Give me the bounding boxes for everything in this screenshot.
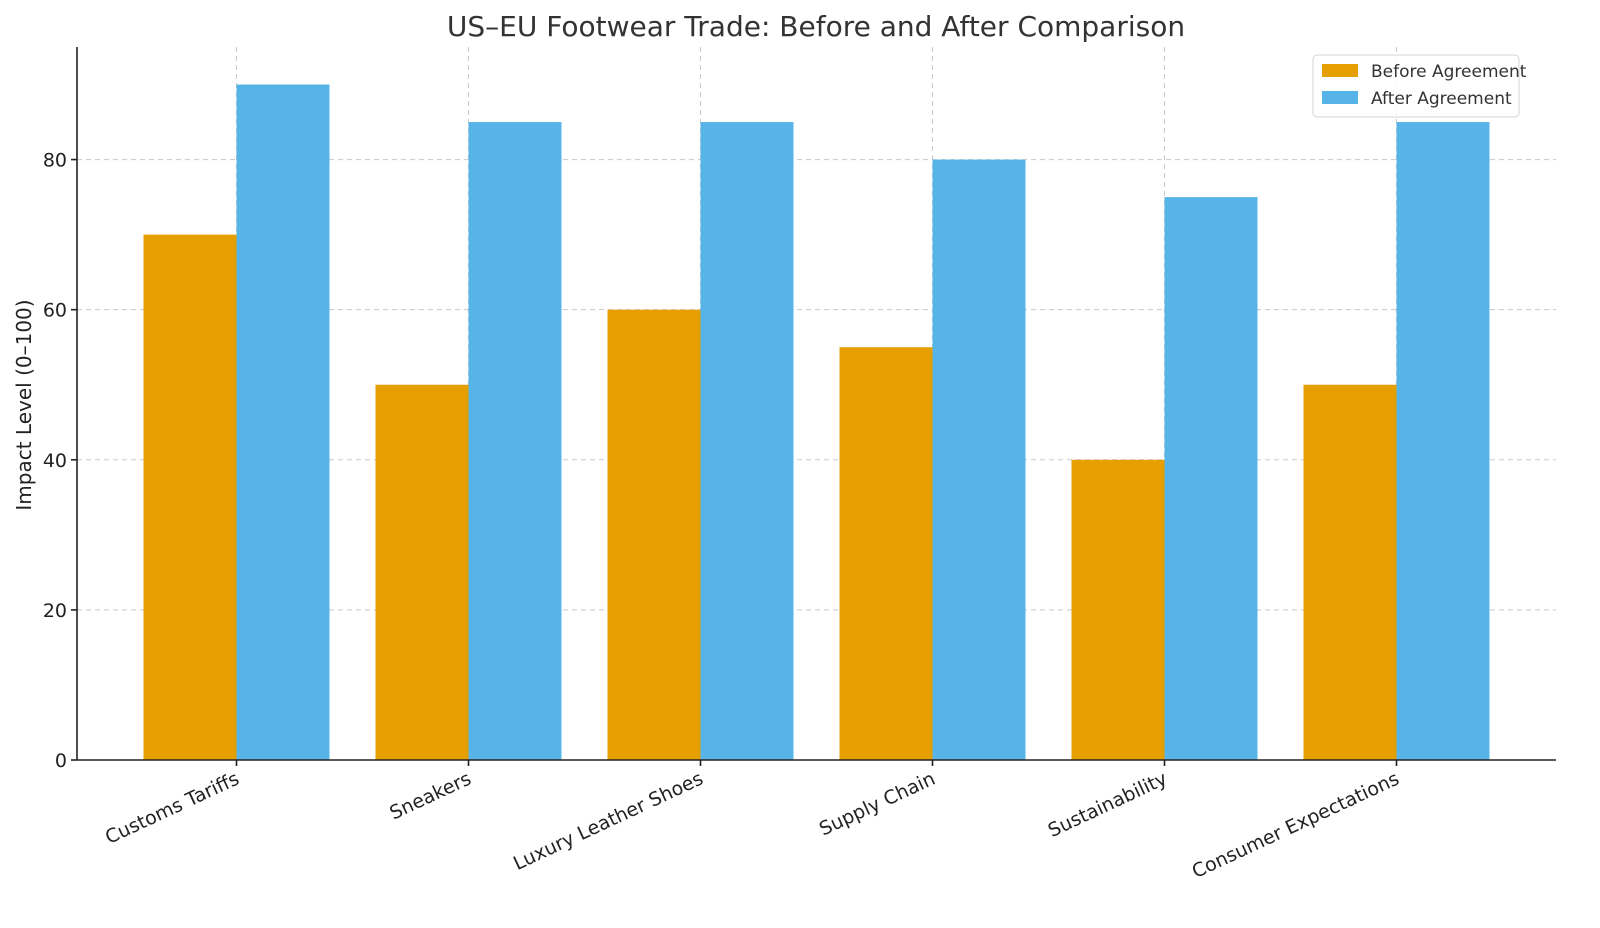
- bar-before-4: [1071, 459, 1165, 760]
- bar-after-0: [236, 84, 330, 761]
- x-tick-label: Supply Chain: [816, 768, 939, 841]
- y-tick-label: 20: [43, 600, 67, 622]
- legend-swatch-after: [1322, 91, 1358, 104]
- bar-after-4: [1164, 197, 1258, 760]
- bar-after-5: [1396, 122, 1490, 761]
- bar-before-3: [839, 347, 933, 760]
- x-tick-label: Sustainability: [1045, 768, 1171, 842]
- bar-before-0: [143, 234, 237, 760]
- y-tick-label: 80: [43, 150, 67, 172]
- y-tick-label: 40: [43, 450, 67, 472]
- legend: Before Agreement After Agreement: [1312, 54, 1527, 118]
- bar-after-3: [932, 159, 1026, 760]
- chart-title: US–EU Footwear Trade: Before and After C…: [447, 10, 1185, 43]
- legend-swatch-before: [1322, 64, 1358, 77]
- x-tick-label: Customs Tariffs: [102, 768, 243, 849]
- bar-after-2: [700, 122, 794, 761]
- y-axis-label: Impact Level (0–100): [12, 299, 36, 510]
- bar-before-1: [375, 384, 469, 760]
- bar-after-1: [468, 122, 562, 761]
- bars: [143, 84, 1490, 761]
- x-tick-label: Luxury Leather Shoes: [510, 768, 707, 875]
- y-tick-label: 60: [43, 300, 67, 322]
- bar-before-2: [607, 309, 701, 760]
- legend-label-after: After Agreement: [1371, 89, 1512, 109]
- y-tick-label: 0: [55, 750, 67, 772]
- legend-box: [1312, 54, 1520, 118]
- axes: [71, 47, 1556, 766]
- x-tick-label: Consumer Expectations: [1189, 768, 1403, 883]
- legend-label-before: Before Agreement: [1371, 62, 1527, 82]
- bar-before-5: [1303, 384, 1397, 760]
- x-tick-label: Sneakers: [386, 768, 474, 825]
